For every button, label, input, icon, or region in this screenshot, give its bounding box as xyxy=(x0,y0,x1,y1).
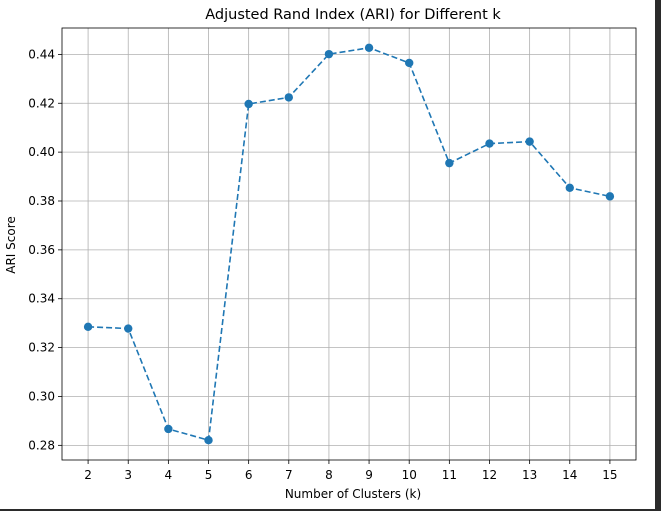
window-edge-right xyxy=(655,0,661,511)
y-tick-label: 0.38 xyxy=(28,194,55,208)
series-line xyxy=(88,46,611,442)
y-axis-label: ARI Score xyxy=(4,216,18,274)
x-tick-label: 14 xyxy=(562,468,577,482)
x-tick-label: 7 xyxy=(285,468,293,482)
plot-area: 2 3 4 5 6 7 8 9 10 11 12 13 14 15 0.28 0.30 0.32 0.34 0.36… xyxy=(28,27,637,482)
x-tick-label: 13 xyxy=(522,468,537,482)
x-tick-label: 8 xyxy=(325,468,333,482)
data-point xyxy=(405,58,414,68)
x-tick-label: 15 xyxy=(602,468,617,482)
data-point xyxy=(284,93,293,102)
x-tick-label: 4 xyxy=(165,468,173,482)
data-point xyxy=(525,137,534,146)
y-tick-label: 0.42 xyxy=(28,96,55,110)
x-tick-label: 2 xyxy=(84,468,92,482)
y-tick-label: 0.34 xyxy=(28,292,55,306)
window-edge-bottom xyxy=(0,509,661,511)
x-tick-label: 5 xyxy=(205,468,213,482)
x-tick-label: 6 xyxy=(245,468,253,482)
data-point xyxy=(244,99,253,109)
y-tick-label: 0.28 xyxy=(28,438,55,452)
plot-frame xyxy=(61,27,637,461)
x-tick-label: 3 xyxy=(124,468,132,482)
data-point xyxy=(83,322,93,332)
x-tick-label: 12 xyxy=(482,468,497,482)
x-tick-label: 9 xyxy=(365,468,373,482)
y-tick-label: 0.32 xyxy=(28,341,55,355)
data-point xyxy=(605,192,615,201)
data-point xyxy=(124,324,133,333)
data-point xyxy=(445,158,454,168)
y-tick-label: 0.40 xyxy=(28,145,55,159)
chart-title: Adjusted Rand Index (ARI) for Different … xyxy=(205,7,501,23)
y-tick-label: 0.44 xyxy=(28,47,55,61)
data-point xyxy=(164,424,173,434)
data-point xyxy=(485,139,494,148)
data-point xyxy=(565,183,574,193)
x-tick-label: 11 xyxy=(442,468,457,482)
data-point xyxy=(364,43,374,52)
data-point xyxy=(204,436,213,445)
data-point xyxy=(324,49,334,59)
y-tick-label: 0.30 xyxy=(28,389,55,403)
y-tick-label: 0.36 xyxy=(28,243,55,257)
x-tick-label: 10 xyxy=(402,468,417,482)
x-axis-label: Number of Clusters (k) xyxy=(285,487,421,501)
